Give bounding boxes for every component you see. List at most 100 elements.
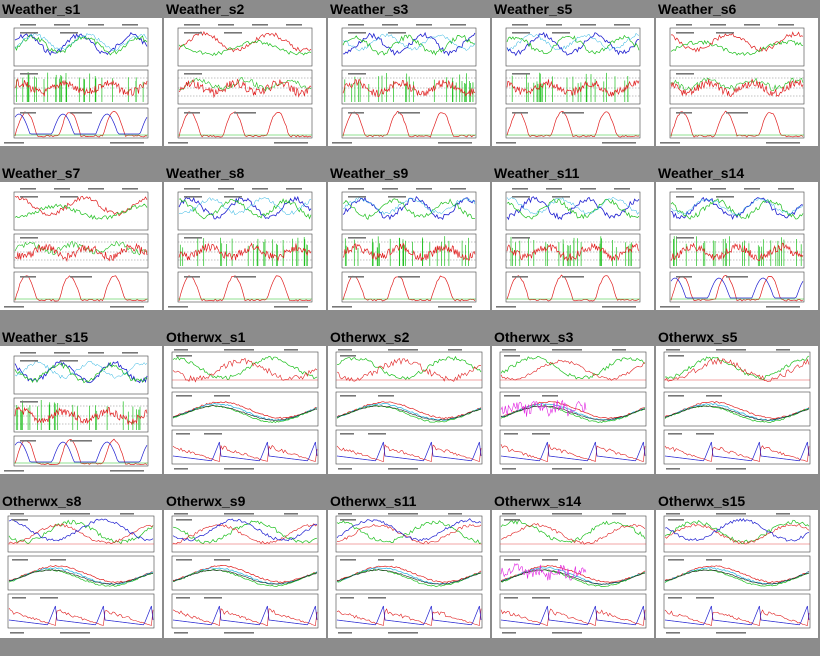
legend-label bbox=[512, 196, 530, 198]
humidity-panel bbox=[335, 391, 483, 427]
series-green bbox=[336, 520, 482, 544]
plot-thumbnail-weather-s9[interactable]: Weather_s9 bbox=[328, 164, 490, 328]
series-blue bbox=[670, 196, 804, 221]
humidity-panel bbox=[171, 391, 319, 427]
thumbnail-image[interactable] bbox=[328, 510, 490, 638]
thumbnail-image[interactable] bbox=[0, 182, 162, 310]
plot-thumbnail-weather-s1[interactable]: Weather_s1 bbox=[0, 0, 162, 164]
thumbnail-image[interactable] bbox=[492, 18, 654, 146]
thumbnail-image[interactable] bbox=[656, 18, 818, 146]
temperature-panel bbox=[505, 69, 641, 105]
temperature-panel bbox=[505, 233, 641, 269]
charge-panel bbox=[341, 271, 477, 303]
footer-label bbox=[496, 142, 516, 144]
date-label bbox=[184, 24, 200, 26]
temperature-panel bbox=[177, 233, 313, 269]
date-label bbox=[416, 188, 432, 190]
thumbnail-image[interactable] bbox=[0, 510, 162, 638]
footer-label bbox=[60, 632, 90, 634]
thumbnail-image[interactable] bbox=[164, 346, 326, 474]
charge-panel bbox=[505, 107, 641, 139]
series-red bbox=[506, 111, 640, 138]
footer-label bbox=[274, 142, 308, 144]
legend-label bbox=[512, 237, 530, 239]
humidity-panel bbox=[7, 555, 155, 591]
plot-figure bbox=[499, 349, 647, 470]
legend-label bbox=[340, 395, 356, 397]
thumbnail-image[interactable] bbox=[492, 346, 654, 474]
plot-thumbnail-otherwx-s15[interactable]: Otherwx_s15 bbox=[656, 492, 818, 656]
date-label bbox=[502, 349, 516, 351]
series-black bbox=[8, 569, 154, 585]
legend-label bbox=[340, 597, 354, 599]
plot-thumbnail-weather-s3[interactable]: Weather_s3 bbox=[328, 0, 490, 164]
plot-figure bbox=[4, 352, 149, 472]
plot-figure bbox=[332, 188, 477, 308]
plot-thumbnail-otherwx-s5[interactable]: Otherwx_s5 bbox=[656, 328, 818, 492]
date-label bbox=[776, 349, 790, 351]
date-label bbox=[284, 513, 298, 515]
plot-thumbnail-otherwx-s3[interactable]: Otherwx_s3 bbox=[492, 328, 654, 492]
footer-label bbox=[338, 632, 352, 634]
plot-thumbnail-otherwx-s11[interactable]: Otherwx_s11 bbox=[328, 492, 490, 656]
date-label bbox=[612, 349, 626, 351]
date-label bbox=[184, 188, 200, 190]
thumbnail-image[interactable] bbox=[656, 182, 818, 310]
thumbnail-title: Otherwx_s2 bbox=[330, 329, 410, 345]
plot-thumbnail-otherwx-s2[interactable]: Otherwx_s2 bbox=[328, 328, 490, 492]
plot-thumbnail-weather-s11[interactable]: Weather_s11 bbox=[492, 164, 654, 328]
legend-label bbox=[20, 112, 36, 114]
thumbnail-title: Otherwx_s3 bbox=[494, 329, 574, 345]
thumbnail-image[interactable] bbox=[328, 18, 490, 146]
footer-label bbox=[168, 306, 188, 308]
legend-label bbox=[224, 196, 242, 198]
radiation-panel bbox=[335, 351, 483, 389]
thumbnail-image[interactable] bbox=[0, 346, 162, 474]
series-red bbox=[172, 444, 318, 462]
series-red bbox=[664, 609, 810, 627]
plot-thumbnail-weather-s15[interactable]: Weather_s15 bbox=[0, 328, 162, 492]
legend-label bbox=[512, 73, 530, 75]
date-label bbox=[580, 188, 596, 190]
thumbnail-title: Weather_s1 bbox=[2, 1, 81, 17]
plot-thumbnail-weather-s2[interactable]: Weather_s2 bbox=[164, 0, 326, 164]
thumbnail-image[interactable] bbox=[328, 346, 490, 474]
thumbnail-image[interactable] bbox=[164, 510, 326, 638]
thumbnail-image[interactable] bbox=[656, 510, 818, 638]
series-green bbox=[172, 520, 318, 545]
footer-label bbox=[502, 632, 516, 634]
thumbnail-image[interactable] bbox=[0, 18, 162, 146]
thumbnail-image[interactable] bbox=[492, 182, 654, 310]
thumbnail-title: Otherwx_s11 bbox=[330, 493, 417, 509]
legend-label bbox=[70, 440, 92, 442]
date-label bbox=[744, 24, 760, 26]
thumbnail-image[interactable] bbox=[164, 182, 326, 310]
legend-label bbox=[176, 597, 190, 599]
plot-thumbnail-weather-s8[interactable]: Weather_s8 bbox=[164, 164, 326, 328]
date-label bbox=[776, 513, 790, 515]
legend-label bbox=[676, 276, 692, 278]
series-red bbox=[664, 565, 810, 583]
plot-thumbnail-weather-s6[interactable]: Weather_s6 bbox=[656, 0, 818, 164]
footer-label bbox=[388, 632, 418, 634]
legend-label bbox=[706, 395, 722, 397]
series-green bbox=[506, 34, 640, 55]
plot-thumbnail-weather-s7[interactable]: Weather_s7 bbox=[0, 164, 162, 328]
plot-thumbnail-otherwx-s14[interactable]: Otherwx_s14 bbox=[492, 492, 654, 656]
thumbnail-image[interactable] bbox=[164, 18, 326, 146]
wind-panel bbox=[13, 191, 149, 231]
plot-thumbnail-otherwx-s8[interactable]: Otherwx_s8 bbox=[0, 492, 162, 656]
series-cyan bbox=[506, 32, 640, 51]
series-green-spikes bbox=[510, 236, 632, 266]
thumbnail-image[interactable] bbox=[492, 510, 654, 638]
series-blue bbox=[500, 605, 646, 626]
plot-thumbnail-otherwx-s9[interactable]: Otherwx_s9 bbox=[164, 492, 326, 656]
thumbnail-image[interactable] bbox=[656, 346, 818, 474]
plot-thumbnail-otherwx-s1[interactable]: Otherwx_s1 bbox=[164, 328, 326, 492]
humidity-panel bbox=[499, 391, 647, 427]
plot-thumbnail-weather-s5[interactable]: Weather_s5 bbox=[492, 0, 654, 164]
thumbnail-image[interactable] bbox=[328, 182, 490, 310]
plot-thumbnail-weather-s14[interactable]: Weather_s14 bbox=[656, 164, 818, 328]
series-green bbox=[172, 355, 318, 380]
footer-label bbox=[496, 306, 516, 308]
